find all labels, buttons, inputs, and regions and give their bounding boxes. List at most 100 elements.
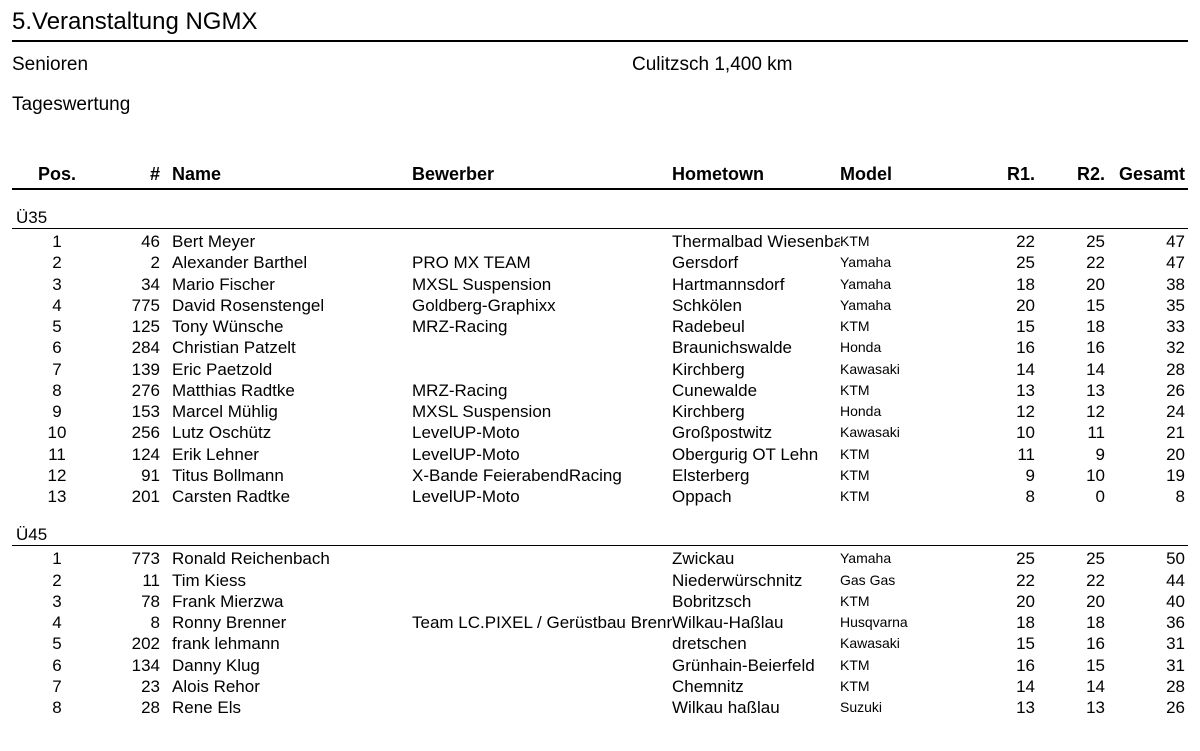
cell-entrant [412,570,672,591]
cell-pos: 8 [12,380,102,401]
cell-hometown: Niederwürschnitz [672,570,840,591]
cell-name: Rene Els [172,697,412,718]
cell-pos: 7 [12,676,102,697]
cell-name: Ronny Brenner [172,612,412,633]
cell-total: 44 [1105,570,1185,591]
subheader-row: Senioren Culitzsch 1,400 km [12,54,1188,76]
cell-r1: 15 [955,633,1035,654]
cell-hometown: Obergurig OT Lehn [672,444,840,465]
cell-number: 91 [102,465,172,486]
cell-r2: 20 [1035,274,1105,295]
cell-number: 2 [102,252,172,273]
cell-r1: 9 [955,465,1035,486]
cell-name: Frank Mierzwa [172,591,412,612]
cell-model: Yamaha [840,274,955,295]
scoring-label: Tageswertung [12,94,1188,116]
table-row: 4775David RosenstengelGoldberg-GraphixxS… [12,295,1188,316]
cell-name: Titus Bollmann [172,465,412,486]
table-row: 5202frank lehmanndretschenKawasaki151631 [12,633,1188,654]
cell-r2: 20 [1035,591,1105,612]
cell-total: 28 [1105,676,1185,697]
cell-hometown: Grünhain-Beierfeld [672,655,840,676]
cell-total: 35 [1105,295,1185,316]
cell-number: 202 [102,633,172,654]
cell-r1: 10 [955,422,1035,443]
col-total: Gesamt [1105,164,1185,185]
cell-total: 31 [1105,633,1185,654]
cell-r1: 13 [955,697,1035,718]
cell-model: KTM [840,591,955,612]
cell-model: KTM [840,444,955,465]
cell-name: Danny Klug [172,655,412,676]
cell-r2: 0 [1035,486,1105,507]
cell-name: Alois Rehor [172,676,412,697]
cell-model: Kawasaki [840,422,955,443]
cell-model: KTM [840,486,955,507]
cell-number: 78 [102,591,172,612]
cell-pos: 3 [12,591,102,612]
cell-r1: 20 [955,295,1035,316]
cell-name: Marcel Mühlig [172,401,412,422]
cell-hometown: Großpostwitz [672,422,840,443]
cell-entrant: X-Bande FeierabendRacing [412,465,672,486]
cell-pos: 11 [12,444,102,465]
cell-total: 20 [1105,444,1185,465]
cell-hometown: Schkölen [672,295,840,316]
cell-pos: 6 [12,337,102,358]
cell-number: 124 [102,444,172,465]
cell-model: Kawasaki [840,633,955,654]
cell-entrant: Goldberg-Graphixx [412,295,672,316]
col-pos: Pos. [12,164,102,185]
cell-hometown: Kirchberg [672,401,840,422]
cell-entrant: Team LC.PIXEL / Gerüstbau Brenne [412,612,672,633]
cell-model: Yamaha [840,295,955,316]
cell-r1: 16 [955,337,1035,358]
cell-r1: 18 [955,612,1035,633]
cell-hometown: Chemnitz [672,676,840,697]
cell-model: Yamaha [840,252,955,273]
cell-hometown: Wilkau-Haßlau [672,612,840,633]
cell-number: 153 [102,401,172,422]
cell-pos: 7 [12,359,102,380]
cell-total: 47 [1105,252,1185,273]
cell-pos: 9 [12,401,102,422]
cell-number: 34 [102,274,172,295]
col-name: Name [172,164,412,185]
cell-total: 31 [1105,655,1185,676]
col-r1: R1. [955,164,1035,185]
cell-model: Kawasaki [840,359,955,380]
table-row: 1773Ronald ReichenbachZwickauYamaha25255… [12,548,1188,569]
cell-hometown: Bobritzsch [672,591,840,612]
cell-name: Lutz Oschütz [172,422,412,443]
cell-r1: 22 [955,231,1035,252]
cell-model: Yamaha [840,548,955,569]
cell-pos: 12 [12,465,102,486]
cell-number: 775 [102,295,172,316]
cell-entrant: MRZ-Racing [412,316,672,337]
cell-hometown: Elsterberg [672,465,840,486]
cell-total: 32 [1105,337,1185,358]
table-row: 9153Marcel MühligMXSL SuspensionKirchber… [12,401,1188,422]
cell-entrant: LevelUP-Moto [412,486,672,507]
cell-model: KTM [840,380,955,401]
table-row: 10256Lutz OschützLevelUP-MotoGroßpostwit… [12,422,1188,443]
cell-name: Carsten Radtke [172,486,412,507]
cell-name: Matthias Radtke [172,380,412,401]
cell-total: 50 [1105,548,1185,569]
cell-total: 26 [1105,697,1185,718]
table-row: 22Alexander BarthelPRO MX TEAMGersdorfYa… [12,252,1188,273]
cell-total: 47 [1105,231,1185,252]
cell-pos: 2 [12,252,102,273]
cell-r1: 11 [955,444,1035,465]
cell-r2: 22 [1035,252,1105,273]
cell-total: 28 [1105,359,1185,380]
cell-hometown: dretschen [672,633,840,654]
cell-number: 125 [102,316,172,337]
cell-name: Erik Lehner [172,444,412,465]
cell-entrant [412,633,672,654]
cell-total: 36 [1105,612,1185,633]
cell-r2: 14 [1035,359,1105,380]
cell-r1: 16 [955,655,1035,676]
cell-hometown: Hartmannsdorf [672,274,840,295]
table-row: 1291Titus BollmannX-Bande FeierabendRaci… [12,465,1188,486]
